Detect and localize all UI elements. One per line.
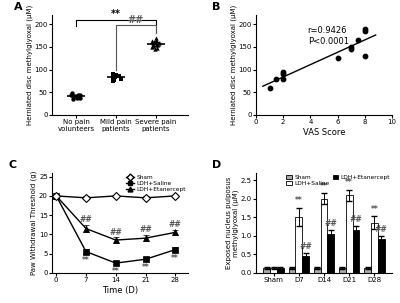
Bar	[270, 268, 277, 273]
Text: **: **	[112, 267, 120, 275]
Point	[151, 40, 157, 45]
Bar	[302, 256, 309, 273]
Text: ##: ##	[109, 228, 122, 237]
Point	[154, 45, 160, 50]
Point	[76, 93, 83, 98]
Text: **: **	[320, 181, 328, 191]
Bar	[339, 268, 346, 273]
Y-axis label: Exposed nucleus pulposus
methylglyoxal (μM): Exposed nucleus pulposus methylglyoxal (…	[226, 177, 239, 269]
Point	[75, 92, 82, 97]
Point	[112, 75, 118, 80]
Text: **: **	[295, 196, 303, 205]
Point	[68, 93, 74, 98]
Bar	[364, 268, 371, 273]
Text: P<0.0001: P<0.0001	[308, 37, 349, 46]
Bar	[378, 239, 384, 273]
Point	[156, 41, 162, 46]
Point	[110, 72, 116, 77]
Bar	[314, 268, 320, 273]
Text: B: B	[212, 2, 221, 12]
Point	[117, 76, 124, 81]
Point	[111, 77, 117, 82]
Point	[68, 91, 75, 96]
Text: **: **	[111, 9, 121, 19]
Text: **: **	[142, 263, 149, 272]
Point	[362, 28, 368, 33]
Bar	[296, 217, 302, 273]
Legend: Sham, LDH+Saline, LDH+Etanercept: Sham, LDH+Saline, LDH+Etanercept	[286, 175, 390, 186]
Point	[348, 45, 354, 49]
X-axis label: Time (D): Time (D)	[102, 286, 138, 295]
Point	[280, 69, 286, 74]
Point	[74, 95, 80, 100]
Text: r=0.9426: r=0.9426	[308, 26, 347, 35]
Point	[70, 94, 76, 98]
Text: **: **	[345, 178, 353, 187]
Text: A: A	[14, 2, 22, 12]
Text: ##: ##	[128, 15, 144, 25]
Text: **: **	[82, 256, 90, 265]
Point	[150, 41, 156, 46]
Text: ##: ##	[350, 215, 362, 224]
Bar	[352, 230, 359, 273]
Point	[74, 95, 80, 99]
Point	[116, 74, 122, 79]
Text: ##: ##	[139, 225, 152, 234]
Bar	[289, 268, 296, 273]
Point	[110, 78, 116, 83]
Y-axis label: Paw Withdrawal Threshold (g): Paw Withdrawal Threshold (g)	[31, 171, 38, 275]
Bar	[346, 195, 352, 273]
Text: D: D	[212, 160, 222, 170]
Point	[148, 39, 155, 44]
Point	[113, 73, 120, 78]
Bar	[371, 223, 378, 273]
Text: ##: ##	[299, 241, 312, 251]
Y-axis label: Herniated disc methylglyoxal (μM): Herniated disc methylglyoxal (μM)	[26, 5, 33, 125]
Point	[152, 38, 159, 42]
Point	[75, 94, 81, 99]
Point	[149, 42, 156, 47]
Point	[72, 94, 78, 98]
Point	[154, 42, 160, 47]
Point	[273, 76, 280, 81]
Point	[111, 77, 117, 82]
Point	[334, 56, 341, 61]
Point	[355, 38, 361, 42]
Point	[362, 54, 368, 58]
Text: ##: ##	[80, 215, 92, 224]
Point	[362, 26, 368, 31]
Text: ##: ##	[375, 225, 388, 234]
Text: ##: ##	[324, 218, 337, 228]
Text: C: C	[8, 160, 17, 170]
Bar	[277, 268, 284, 273]
Point	[150, 44, 156, 48]
Bar	[264, 268, 270, 273]
Point	[348, 47, 354, 52]
Point	[114, 74, 120, 78]
Point	[280, 76, 286, 81]
Point	[77, 95, 84, 100]
Point	[152, 47, 158, 52]
Point	[266, 85, 273, 90]
Point	[70, 97, 76, 102]
Text: ##: ##	[169, 220, 182, 229]
Y-axis label: Herniated disc methylglyoxal (μM): Herniated disc methylglyoxal (μM)	[230, 5, 237, 125]
X-axis label: VAS Score: VAS Score	[303, 128, 345, 137]
Text: **: **	[370, 205, 378, 214]
Legend: Sham, LDH+Saline, LDH+Etanercept: Sham, LDH+Saline, LDH+Etanercept	[126, 175, 186, 192]
Bar	[327, 234, 334, 273]
Text: **: **	[171, 254, 179, 263]
Point	[153, 35, 159, 40]
Point	[280, 72, 286, 77]
Point	[149, 45, 155, 49]
Point	[110, 75, 116, 80]
Bar	[320, 199, 327, 273]
